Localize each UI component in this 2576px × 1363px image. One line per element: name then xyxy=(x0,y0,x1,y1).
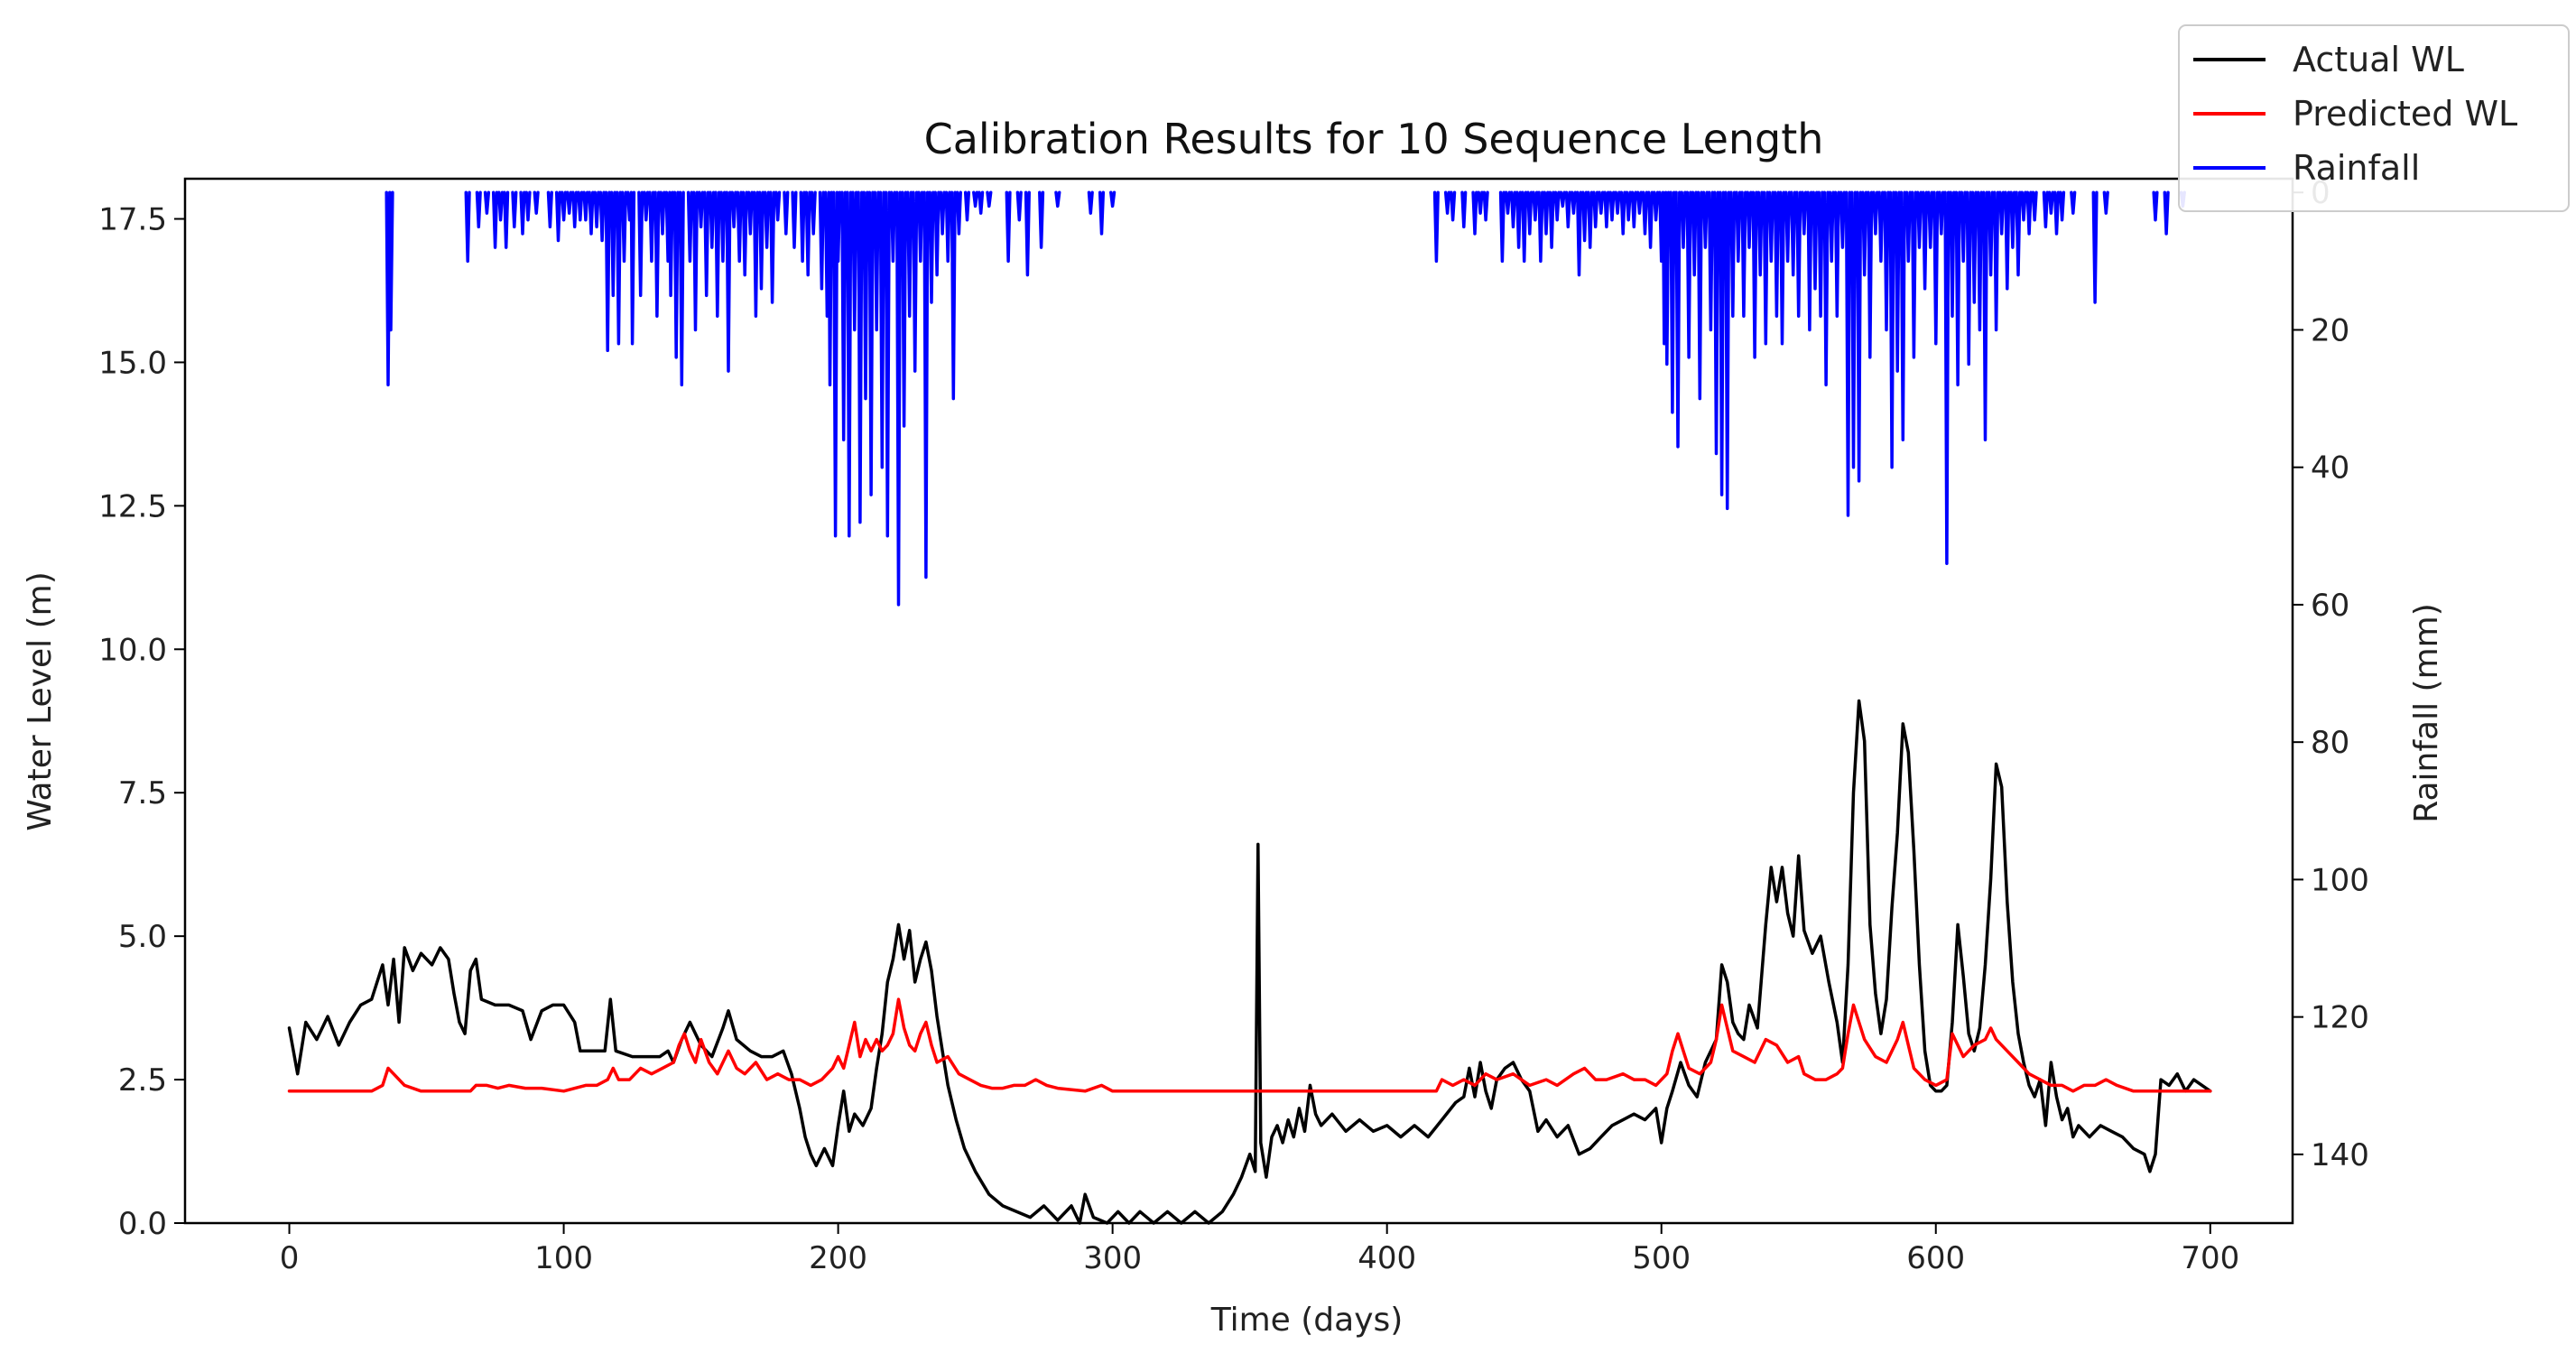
x-tick-label: 700 xyxy=(2181,1240,2239,1276)
legend-label-actual-wl: Actual WL xyxy=(2293,40,2464,79)
x-tick-label: 400 xyxy=(1357,1240,1416,1276)
x-tick-label: 100 xyxy=(534,1240,593,1276)
x-axis-label: Time (days) xyxy=(1210,1302,1404,1339)
series-line-rainfall xyxy=(385,190,2186,607)
legend-entries: Actual WL Predicted WL Rainfall xyxy=(2193,40,2517,188)
y2-tick-label: 60 xyxy=(2311,588,2349,624)
y-tick-label: 12.5 xyxy=(98,488,167,524)
x-tick-label: 600 xyxy=(1906,1240,1965,1276)
y-tick-label: 10.0 xyxy=(98,632,167,668)
y-tick-label: 7.5 xyxy=(118,775,167,811)
plot-frame xyxy=(183,177,2294,1225)
x-tick-label: 0 xyxy=(280,1240,300,1276)
series-line-actual-wl xyxy=(287,699,2212,1225)
series-layer xyxy=(287,190,2212,1225)
x-tick-label: 300 xyxy=(1083,1240,1142,1276)
y2-tick-label: 20 xyxy=(2311,312,2349,348)
legend-label-rainfall: Rainfall xyxy=(2293,148,2420,188)
y2-axis-label: Rainfall (mm) xyxy=(2408,603,2445,823)
y-tick-label: 15.0 xyxy=(98,345,167,381)
y2-tick-label: 120 xyxy=(2311,1000,2369,1036)
chart-title: Calibration Results for 10 Sequence Leng… xyxy=(924,115,1824,163)
y-axis-label: Water Level (m) xyxy=(22,571,59,831)
x-axis-ticks: 0 100 200 300 400 500 600 700 xyxy=(280,1223,2239,1276)
y-tick-label: 17.5 xyxy=(98,202,167,238)
series-line-predicted-wl xyxy=(287,997,2212,1093)
x-tick-label: 200 xyxy=(809,1240,867,1276)
y-axis-ticks: 0.0 2.5 5.0 7.5 10.0 12.5 15.0 17.5 xyxy=(98,202,185,1242)
y-tick-label: 0.0 xyxy=(118,1206,167,1242)
legend-box xyxy=(2178,24,2570,212)
x-tick-label: 500 xyxy=(1632,1240,1691,1276)
y2-tick-label: 80 xyxy=(2311,725,2349,761)
legend-label-predicted-wl: Predicted WL xyxy=(2293,94,2517,134)
y2-tick-label: 140 xyxy=(2311,1137,2369,1173)
legend: Actual WL Predicted WL Rainfall xyxy=(2178,24,2570,212)
y2-tick-label: 100 xyxy=(2311,862,2369,898)
y-tick-label: 2.5 xyxy=(118,1062,167,1099)
y2-tick-label: 40 xyxy=(2311,450,2349,487)
y-tick-label: 5.0 xyxy=(118,919,167,955)
